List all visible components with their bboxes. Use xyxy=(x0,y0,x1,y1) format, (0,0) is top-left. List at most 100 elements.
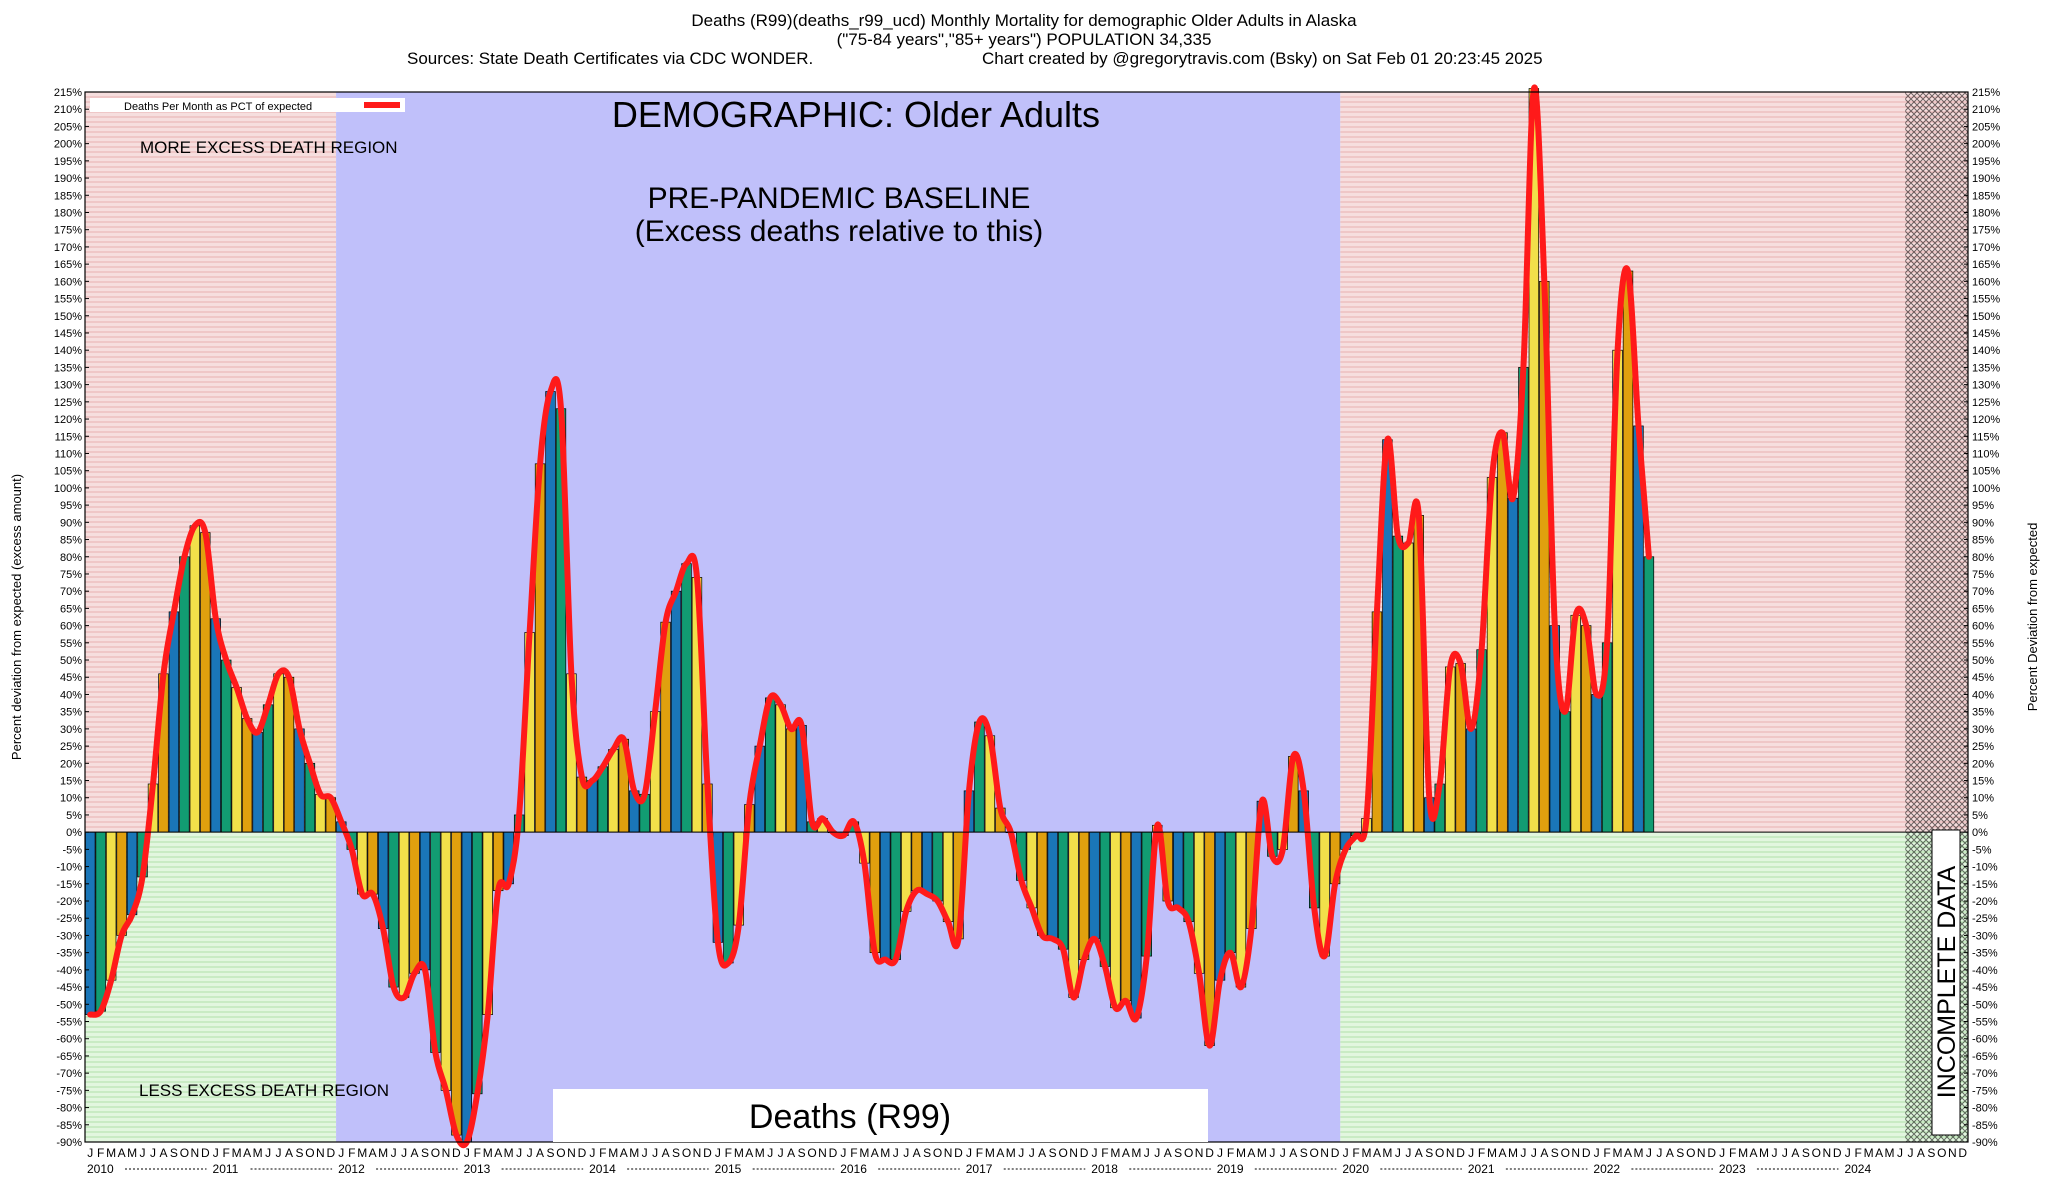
x-month-label: J xyxy=(213,1146,219,1160)
x-month-label: M xyxy=(1006,1146,1016,1160)
x-month-label: J xyxy=(1646,1146,1652,1160)
less-excess-region xyxy=(85,832,337,1142)
x-month-label: J xyxy=(1154,1146,1160,1160)
x-month-label: S xyxy=(547,1146,555,1160)
y-tick-label-left: -85% xyxy=(56,1120,82,1132)
x-month-label: D xyxy=(1707,1146,1716,1160)
y-tick-label-left: 80% xyxy=(60,552,82,564)
x-month-label: O xyxy=(1435,1146,1444,1160)
y-tick-label-left: -90% xyxy=(56,1137,82,1149)
x-month-label: M xyxy=(106,1146,116,1160)
x-month-label: N xyxy=(1697,1146,1706,1160)
less-excess-label: LESS EXCESS DEATH REGION xyxy=(139,1081,389,1100)
x-month-label: N xyxy=(1571,1146,1580,1160)
y-tick-label-left: 185% xyxy=(54,190,82,202)
y-tick-label-right: 195% xyxy=(1972,156,2000,168)
bar xyxy=(419,831,431,971)
y-tick-label-left: -5% xyxy=(62,844,82,856)
y-tick-label-right: -5% xyxy=(1972,844,1992,856)
bar xyxy=(1183,831,1194,923)
x-year-label: 2010 xyxy=(87,1162,114,1176)
y-tick-label-right: 35% xyxy=(1972,707,1994,719)
x-year-label: 2024 xyxy=(1844,1162,1871,1176)
baseline-region xyxy=(336,92,1341,1142)
demographic-label: DEMOGRAPHIC: Older Adults xyxy=(612,94,1100,135)
bar xyxy=(440,831,452,1091)
x-month-label: M xyxy=(378,1146,388,1160)
bar xyxy=(273,673,284,833)
x-year-label: 2022 xyxy=(1593,1162,1620,1176)
x-month-label: F xyxy=(348,1146,355,1160)
x-month-label: D xyxy=(954,1146,963,1160)
y-tick-label-left: 95% xyxy=(60,500,82,512)
y-tick-label-right: 30% xyxy=(1972,724,1994,736)
y-tick-label-left: -75% xyxy=(56,1085,82,1097)
x-month-label: J xyxy=(903,1146,909,1160)
x-month-label: J xyxy=(1520,1146,1526,1160)
x-month-label: A xyxy=(620,1146,628,1160)
x-month-label: J xyxy=(715,1146,721,1160)
bar xyxy=(1078,831,1090,960)
y-axis-title-right: Percent Deviation from expected xyxy=(2025,523,2040,712)
x-month-label: A xyxy=(1038,1146,1046,1160)
y-tick-label-right: 5% xyxy=(1972,810,1988,822)
y-tick-label-left: -65% xyxy=(56,1051,82,1063)
x-month-label: M xyxy=(504,1146,514,1160)
y-tick-label-right: 180% xyxy=(1972,207,2000,219)
y-axis-right: 215% 210% 205% 200% 195% 190% 185% 180% 175% 170%… xyxy=(1964,87,2000,1149)
x-month-label: A xyxy=(1750,1146,1758,1160)
x-month-label: F xyxy=(1854,1146,1861,1160)
y-tick-label-right: 205% xyxy=(1972,121,2000,133)
y-tick-label-right: 55% xyxy=(1972,638,1994,650)
x-month-label: J xyxy=(1091,1146,1097,1160)
x-month-label: A xyxy=(745,1146,753,1160)
x-month-label: A xyxy=(1540,1146,1548,1160)
y-tick-label-left: 115% xyxy=(55,431,83,443)
y-tick-label-right: -55% xyxy=(1972,1017,1998,1029)
y-tick-label-left: 195% xyxy=(54,156,82,168)
legend: Deaths Per Month as PCT of expected xyxy=(90,98,405,113)
x-month-label: J xyxy=(1405,1146,1411,1160)
x-month-label: A xyxy=(1415,1146,1423,1160)
y-axis-left: 215% 210% 205% 200% 195% 190% 185% 180% 175% 170%… xyxy=(54,87,89,1149)
x-month-label: S xyxy=(421,1146,429,1160)
y-tick-label-left: 120% xyxy=(54,414,82,426)
x-month-label: O xyxy=(1058,1146,1067,1160)
bar xyxy=(1110,831,1121,1009)
x-month-label: F xyxy=(1352,1146,1359,1160)
x-month-label: O xyxy=(305,1146,314,1160)
y-tick-label-right: -60% xyxy=(1972,1034,1998,1046)
x-month-label: M xyxy=(1236,1146,1246,1160)
x-year-label: 2017 xyxy=(966,1162,993,1176)
x-month-label: M xyxy=(859,1146,869,1160)
x-month-label: F xyxy=(725,1146,732,1160)
x-month-label: J xyxy=(276,1146,282,1160)
bar xyxy=(367,831,378,895)
y-tick-label-right: 85% xyxy=(1972,535,1994,547)
x-month-label: A xyxy=(1917,1146,1925,1160)
y-tick-label-right: 90% xyxy=(1972,517,1994,529)
x-month-label: M xyxy=(608,1146,618,1160)
x-year-label: 2015 xyxy=(715,1162,742,1176)
y-tick-label-left: 110% xyxy=(55,448,83,460)
baseline-note: (Excess deaths relative to this) xyxy=(635,215,1044,248)
x-month-label: S xyxy=(1676,1146,1684,1160)
x-month-label: J xyxy=(265,1146,271,1160)
less-excess-region-right xyxy=(1340,832,1968,1142)
y-tick-label-left: 65% xyxy=(60,603,82,615)
x-month-label: A xyxy=(159,1146,167,1160)
x-month-label: S xyxy=(1551,1146,1559,1160)
x-month-label: J xyxy=(1395,1146,1401,1160)
x-month-label: F xyxy=(1729,1146,1736,1160)
y-tick-label-right: -20% xyxy=(1972,896,1998,908)
y-tick-label-right: 135% xyxy=(1972,362,2000,374)
y-tick-label-left: 85% xyxy=(60,535,82,547)
y-tick-label-left: 130% xyxy=(54,380,82,392)
bar xyxy=(461,831,473,1143)
x-month-label: J xyxy=(527,1146,533,1160)
x-month-label: O xyxy=(431,1146,440,1160)
x-month-label: N xyxy=(1446,1146,1455,1160)
bar xyxy=(252,731,263,833)
bar xyxy=(545,391,556,833)
x-month-label: J xyxy=(893,1146,899,1160)
